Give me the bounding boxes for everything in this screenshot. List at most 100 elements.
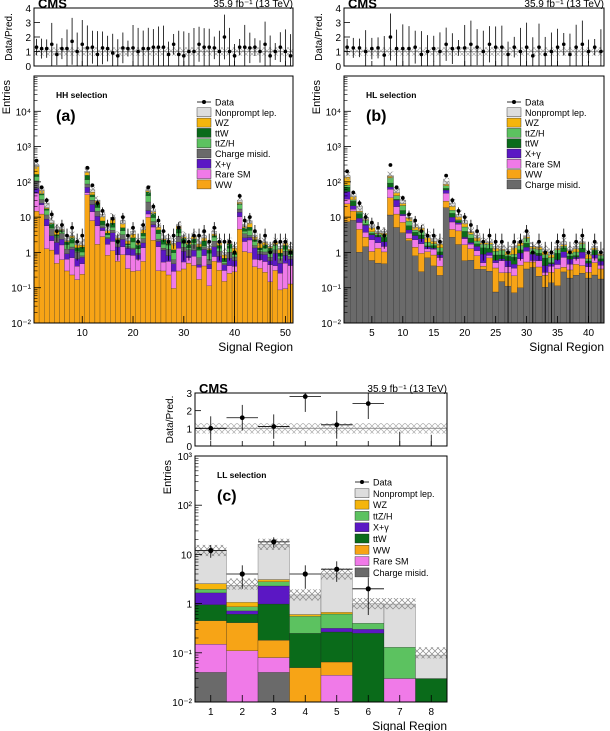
stack-bar (170, 288, 177, 324)
legend-label: WW (215, 180, 232, 190)
y-tick-label: 10² (17, 178, 32, 189)
stack-bar (150, 226, 157, 241)
x-tick-label: 40 (229, 328, 241, 339)
ratio-point (469, 42, 473, 47)
stack-bar (523, 261, 530, 270)
stack-bar (247, 230, 253, 236)
data-point (75, 239, 80, 244)
data-point (186, 239, 191, 244)
data-point (365, 586, 371, 592)
legend-label: ttZ/H (373, 511, 393, 521)
uncertainty-band (350, 191, 357, 200)
stack-bar (69, 242, 75, 248)
ratio-point (438, 49, 442, 54)
stack-bar (252, 245, 258, 249)
stack-bar (368, 239, 376, 252)
stack-bar (362, 224, 369, 226)
stack-bar (140, 238, 146, 244)
legend-swatch (354, 511, 370, 521)
stack-bar (350, 201, 357, 206)
ratio-point (407, 46, 411, 51)
x-tick-label: 5 (334, 707, 340, 718)
stack-bar (201, 255, 207, 267)
stack-bar (84, 194, 90, 324)
panel-1: 10⁻² 10⁻¹ 1 10 10² 10³ 10⁴ 0 1 2 3 4 10 20 30 40 50Signa… (1, 0, 294, 354)
stack-bar (125, 248, 131, 256)
stack-bar (492, 262, 499, 269)
ratio-point (462, 46, 467, 50)
stack-bar (449, 229, 456, 238)
stack-bar (69, 249, 75, 258)
stack-bar (44, 218, 50, 226)
stack-bar (461, 244, 468, 261)
ratio-point (431, 46, 436, 51)
stack-bar (110, 232, 116, 242)
stack-bar (237, 204, 243, 210)
stack-bar (145, 217, 151, 324)
stack-bar (242, 233, 248, 238)
stack-bar (461, 231, 468, 238)
y-tick-label: 10 (330, 213, 342, 224)
data-point (394, 185, 399, 190)
stack-bar (247, 227, 253, 231)
ratio-frame (194, 392, 448, 447)
uncertainty-band (393, 185, 400, 194)
stack-bar (211, 246, 217, 257)
legend-swatch (354, 499, 370, 510)
stack-bar (237, 208, 243, 213)
legend-label: ttW (525, 139, 539, 149)
stack-bar (449, 221, 456, 230)
data-point (120, 215, 125, 220)
stack-bar (405, 225, 413, 231)
data-point (543, 250, 548, 255)
ratio-point (357, 46, 362, 50)
stack-bar (94, 207, 101, 212)
stack-bar (196, 250, 202, 258)
stack-bar (411, 255, 419, 324)
y-tick-label: 10³ (17, 143, 32, 154)
stack-bar (252, 247, 258, 260)
stack-bar (289, 633, 322, 668)
ratio-y-tick-label: 1 (186, 424, 192, 435)
stack-bar (272, 265, 278, 271)
ratio-y-tick-label: 1 (335, 48, 341, 59)
legend-swatch (196, 169, 212, 179)
stack-bar (94, 225, 101, 245)
stack-bar (99, 224, 106, 226)
stack-bar (170, 271, 177, 289)
x-tick-label: 8 (428, 707, 434, 718)
y-tick-label: 10⁴ (16, 107, 31, 118)
stack-bar (79, 263, 85, 275)
stack-bar (393, 195, 400, 200)
stack-bar (411, 232, 419, 236)
stack-bar (170, 252, 177, 260)
legend-label: Charge misid. (525, 180, 581, 190)
ratio-point (85, 46, 90, 50)
ratio-point (182, 54, 186, 58)
legend-label: Nonprompt lep. (215, 108, 277, 118)
data-point (80, 233, 85, 238)
stack-bar (155, 241, 162, 247)
stack-bar (155, 229, 162, 234)
ratio-y-tick-label: 2 (25, 33, 31, 44)
stack-bar (49, 240, 55, 251)
ratio-point (161, 45, 166, 49)
ratio-point (217, 49, 222, 54)
uncertainty-band (443, 177, 450, 186)
data-point (450, 198, 455, 203)
stack-bar (480, 265, 487, 270)
stack-bar (523, 251, 530, 263)
stack-bar (44, 207, 50, 209)
data-point (493, 239, 498, 244)
stack-bar (194, 589, 227, 594)
stack-bar (252, 259, 258, 267)
data-point (136, 239, 141, 244)
uncertainty-band (39, 185, 45, 194)
main-frame (33, 75, 294, 324)
uncertainty-band (89, 185, 95, 194)
stack-bar (343, 186, 351, 192)
stack-bar (350, 205, 357, 210)
ratio-point (456, 46, 461, 50)
stack-bar (405, 238, 413, 241)
